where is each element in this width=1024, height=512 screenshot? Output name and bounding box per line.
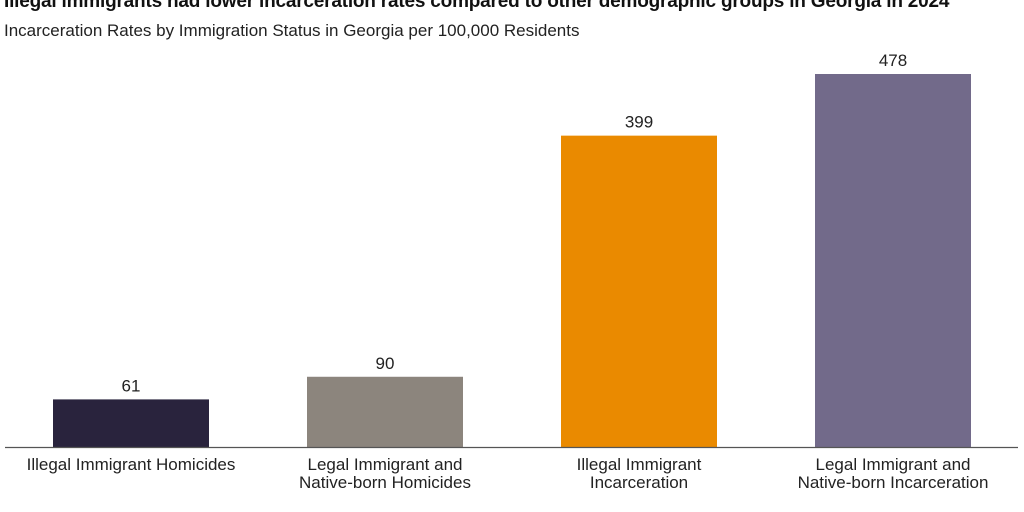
category-label-2: Legal Immigrant and — [308, 455, 463, 474]
category-label-3: Incarceration — [590, 473, 688, 492]
bar-3 — [561, 135, 717, 448]
data-label-2: 90 — [376, 354, 395, 373]
data-label-3: 399 — [625, 113, 653, 132]
category-label-1: Illegal Immigrant Homicides — [27, 455, 236, 474]
category-label-4: Native-born Incarceration — [798, 473, 989, 492]
bar-1 — [53, 399, 209, 447]
bar-2 — [307, 376, 463, 447]
chart-title: Illegal immigrants had lower incarcerati… — [4, 0, 950, 12]
chart-subtitle: Incarceration Rates by Immigration Statu… — [4, 21, 580, 40]
category-label-2: Native-born Homicides — [299, 473, 471, 492]
category-label-3: Illegal Immigrant — [577, 455, 702, 474]
category-label-4: Legal Immigrant and — [816, 455, 971, 474]
data-label-4: 478 — [879, 51, 907, 70]
bar-4 — [815, 74, 971, 447]
data-label-1: 61 — [122, 376, 141, 395]
